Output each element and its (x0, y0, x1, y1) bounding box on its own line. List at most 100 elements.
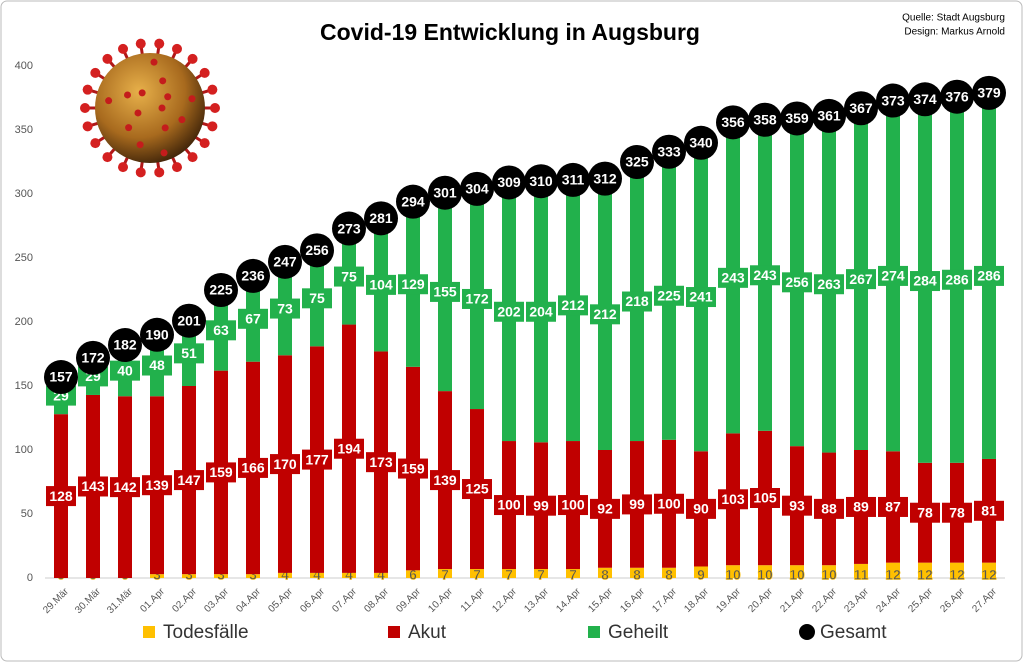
bar-segment (886, 562, 900, 578)
total-marker (492, 165, 526, 200)
total-marker (396, 184, 430, 219)
bar-segment (406, 570, 420, 578)
data-label: 78 (917, 504, 933, 520)
virus-dot (178, 116, 186, 124)
data-label: 12 (885, 567, 901, 583)
y-tick-label: 300 (15, 188, 33, 200)
virus-illustration (80, 38, 220, 178)
label-box (398, 274, 428, 295)
data-label: 4 (281, 567, 289, 583)
data-label: 8 (633, 567, 641, 583)
virus-spike-tip (199, 67, 210, 78)
data-label: 312 (593, 170, 617, 186)
label-box (462, 479, 492, 500)
label-box (430, 281, 460, 302)
total-marker (300, 233, 334, 268)
y-tick-label: 350 (15, 124, 33, 136)
data-label: 92 (597, 501, 613, 517)
data-label: 274 (881, 268, 905, 284)
virus-spike-tip (102, 53, 113, 64)
label-box (302, 288, 332, 309)
data-label: 190 (145, 327, 169, 343)
data-label: 8 (601, 567, 609, 583)
data-label: 359 (785, 110, 809, 126)
bar-segment (214, 574, 228, 578)
data-label: 63 (213, 322, 229, 338)
label-box (206, 320, 236, 341)
bar-segment (918, 562, 932, 578)
total-marker (812, 98, 846, 133)
virus-spike-tip (154, 38, 165, 49)
data-label: 379 (977, 85, 1001, 101)
virus-spike-tip (80, 103, 90, 113)
data-label: 139 (145, 477, 169, 493)
label-box (46, 486, 76, 507)
legend-swatch (799, 624, 815, 640)
legend-swatch (143, 626, 155, 638)
total-marker (364, 201, 398, 236)
bar-segment (726, 565, 740, 578)
data-label: 147 (177, 472, 201, 488)
virus-spike-tip (117, 162, 128, 173)
bar-segment (278, 572, 292, 578)
data-label: 310 (529, 173, 553, 189)
label-box (174, 343, 204, 364)
virus-spike-tip (172, 162, 183, 173)
total-marker (876, 83, 910, 118)
design-note: Design: Markus Arnold (904, 27, 1005, 38)
label-box (494, 301, 524, 322)
label-box (238, 457, 268, 478)
total-marker (204, 273, 238, 307)
data-label: 218 (625, 293, 649, 309)
virus-dot (136, 141, 144, 149)
total-marker (108, 328, 142, 363)
total-marker (268, 244, 302, 279)
total-marker (44, 360, 78, 395)
data-label: 267 (849, 271, 873, 287)
total-marker (652, 134, 686, 169)
label-box (686, 287, 716, 308)
data-label: 172 (81, 350, 105, 366)
data-label: 7 (441, 567, 449, 583)
virus-spike-tip (207, 121, 218, 132)
label-box (718, 489, 748, 510)
data-label: 75 (309, 290, 325, 306)
virus-dot (125, 124, 133, 132)
data-label: 4 (313, 567, 321, 583)
data-label: 166 (241, 460, 265, 476)
total-marker (428, 175, 462, 210)
data-label: 99 (533, 497, 549, 513)
bar-segment (502, 569, 516, 578)
data-label: 9 (697, 567, 705, 583)
label-box (654, 285, 684, 306)
total-marker (940, 79, 974, 114)
data-label: 6 (409, 567, 417, 583)
bar-segment (822, 565, 836, 578)
chart-title: Covid-19 Entwicklung in Augsburg (320, 19, 700, 45)
data-label: 12 (917, 567, 933, 583)
bar-segment (246, 574, 260, 578)
label-box (558, 495, 588, 516)
virus-dot (164, 93, 172, 101)
data-label: 263 (817, 276, 841, 292)
y-tick-label: 50 (21, 508, 33, 520)
bar-segment (566, 569, 580, 578)
total-marker (332, 211, 366, 246)
bar-segment (598, 567, 612, 578)
data-label: 177 (305, 451, 329, 467)
label-box (878, 265, 908, 286)
data-label: 125 (465, 481, 489, 497)
data-label: 3 (185, 567, 193, 583)
data-label: 3 (249, 567, 257, 583)
label-box (622, 291, 652, 312)
data-label: 212 (561, 297, 585, 313)
bar-segment (694, 566, 708, 578)
bar-segment (182, 574, 196, 578)
data-label: 212 (593, 306, 617, 322)
data-label: 7 (569, 567, 577, 583)
label-box (270, 298, 300, 319)
total-marker (140, 317, 174, 352)
data-label: 243 (753, 267, 777, 283)
virus-dot (188, 95, 196, 103)
virus-spike-tip (187, 152, 198, 163)
